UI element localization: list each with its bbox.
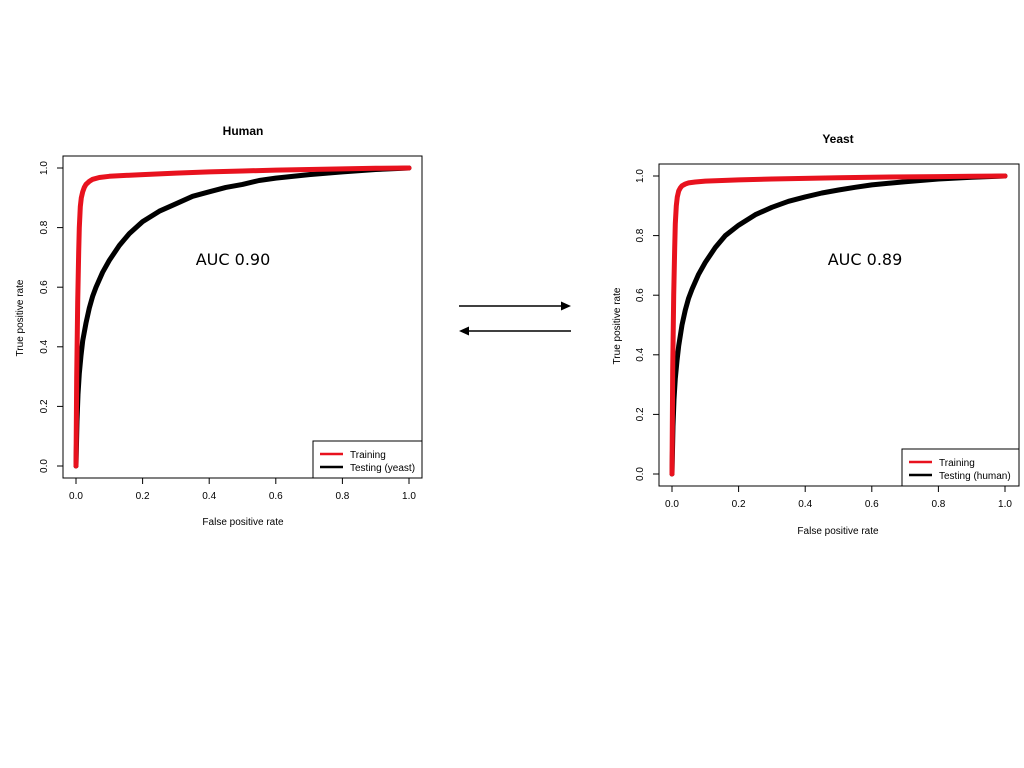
y-tick-label: 0.0	[635, 467, 646, 481]
legend-label-training: Training	[350, 450, 386, 461]
legend-label-training: Training	[939, 458, 975, 469]
axes: 0.0 0.2 0.4 0.6 0.8 1.0 0.0 0.2 0.4 0.6 0.8 1.0	[635, 169, 1012, 510]
testing-roc-line	[669, 173, 1008, 477]
x-tick-label: 0.0	[665, 499, 679, 510]
legend-label-testing: Testing (yeast)	[350, 463, 415, 474]
x-tick-label: 0.0	[69, 491, 83, 502]
x-tick-label: 1.0	[402, 491, 416, 502]
chart-title: Yeast	[822, 132, 853, 146]
y-axis-label: True positive rate	[15, 279, 26, 356]
legend-box	[312, 440, 423, 479]
x-tick-label: 0.8	[335, 491, 349, 502]
x-tick-label: 0.2	[136, 491, 150, 502]
legend-box	[901, 448, 1020, 487]
training-roc-line	[669, 173, 1008, 477]
x-tick-label: 1.0	[998, 499, 1012, 510]
y-tick-label: 0.4	[39, 339, 50, 353]
chart-yeast: Yeast 0.0 0.2 0.4 0.6 0.8 1.0 0.0 0.2 0.4 0.6 0.8 1…	[612, 132, 1020, 537]
plot-area	[669, 173, 1008, 477]
legend-label-testing: Testing (human)	[939, 471, 1011, 482]
y-tick-label: 0.4	[635, 347, 646, 361]
y-tick-label: 0.8	[635, 228, 646, 242]
y-tick-label: 0.2	[39, 399, 50, 413]
legend: Training Testing (human)	[901, 448, 1020, 487]
x-tick-label: 0.2	[732, 499, 746, 510]
axes: 0.0 0.2 0.4 0.6 0.8 1.0 0.0 0.2 0.4 0.6 0.8 1.0	[39, 161, 416, 502]
x-axis-label: False positive rate	[797, 526, 879, 537]
x-tick-label: 0.4	[202, 491, 216, 502]
x-axis-label: False positive rate	[202, 517, 284, 528]
x-tick-label: 0.6	[269, 491, 283, 502]
y-tick-label: 0.8	[39, 220, 50, 234]
exchange-arrows	[459, 301, 571, 336]
arrow-left	[459, 326, 571, 336]
x-tick-label: 0.8	[931, 499, 945, 510]
testing-roc-line	[73, 165, 412, 469]
y-tick-label: 1.0	[635, 169, 646, 183]
x-tick-label: 0.6	[865, 499, 879, 510]
y-tick-label: 0.6	[635, 288, 646, 302]
chart-title: Human	[223, 124, 264, 138]
auc-annotation: AUC 0.90	[196, 250, 271, 269]
legend: Training Testing (yeast)	[312, 440, 423, 479]
y-tick-label: 0.0	[39, 459, 50, 473]
y-tick-label: 0.2	[635, 407, 646, 421]
y-tick-label: 1.0	[39, 161, 50, 175]
chart-human: Human 0.0 0.2 0.4 0.6 0.8 1.0 0.0 0.2 0.4 0.6 0.8 1…	[15, 124, 423, 528]
y-tick-label: 0.6	[39, 280, 50, 294]
auc-annotation: AUC 0.89	[828, 250, 903, 269]
training-roc-line	[73, 165, 412, 469]
x-tick-label: 0.4	[798, 499, 812, 510]
y-axis-label: True positive rate	[612, 287, 623, 364]
arrow-right	[459, 301, 571, 311]
plot-area	[73, 165, 412, 469]
